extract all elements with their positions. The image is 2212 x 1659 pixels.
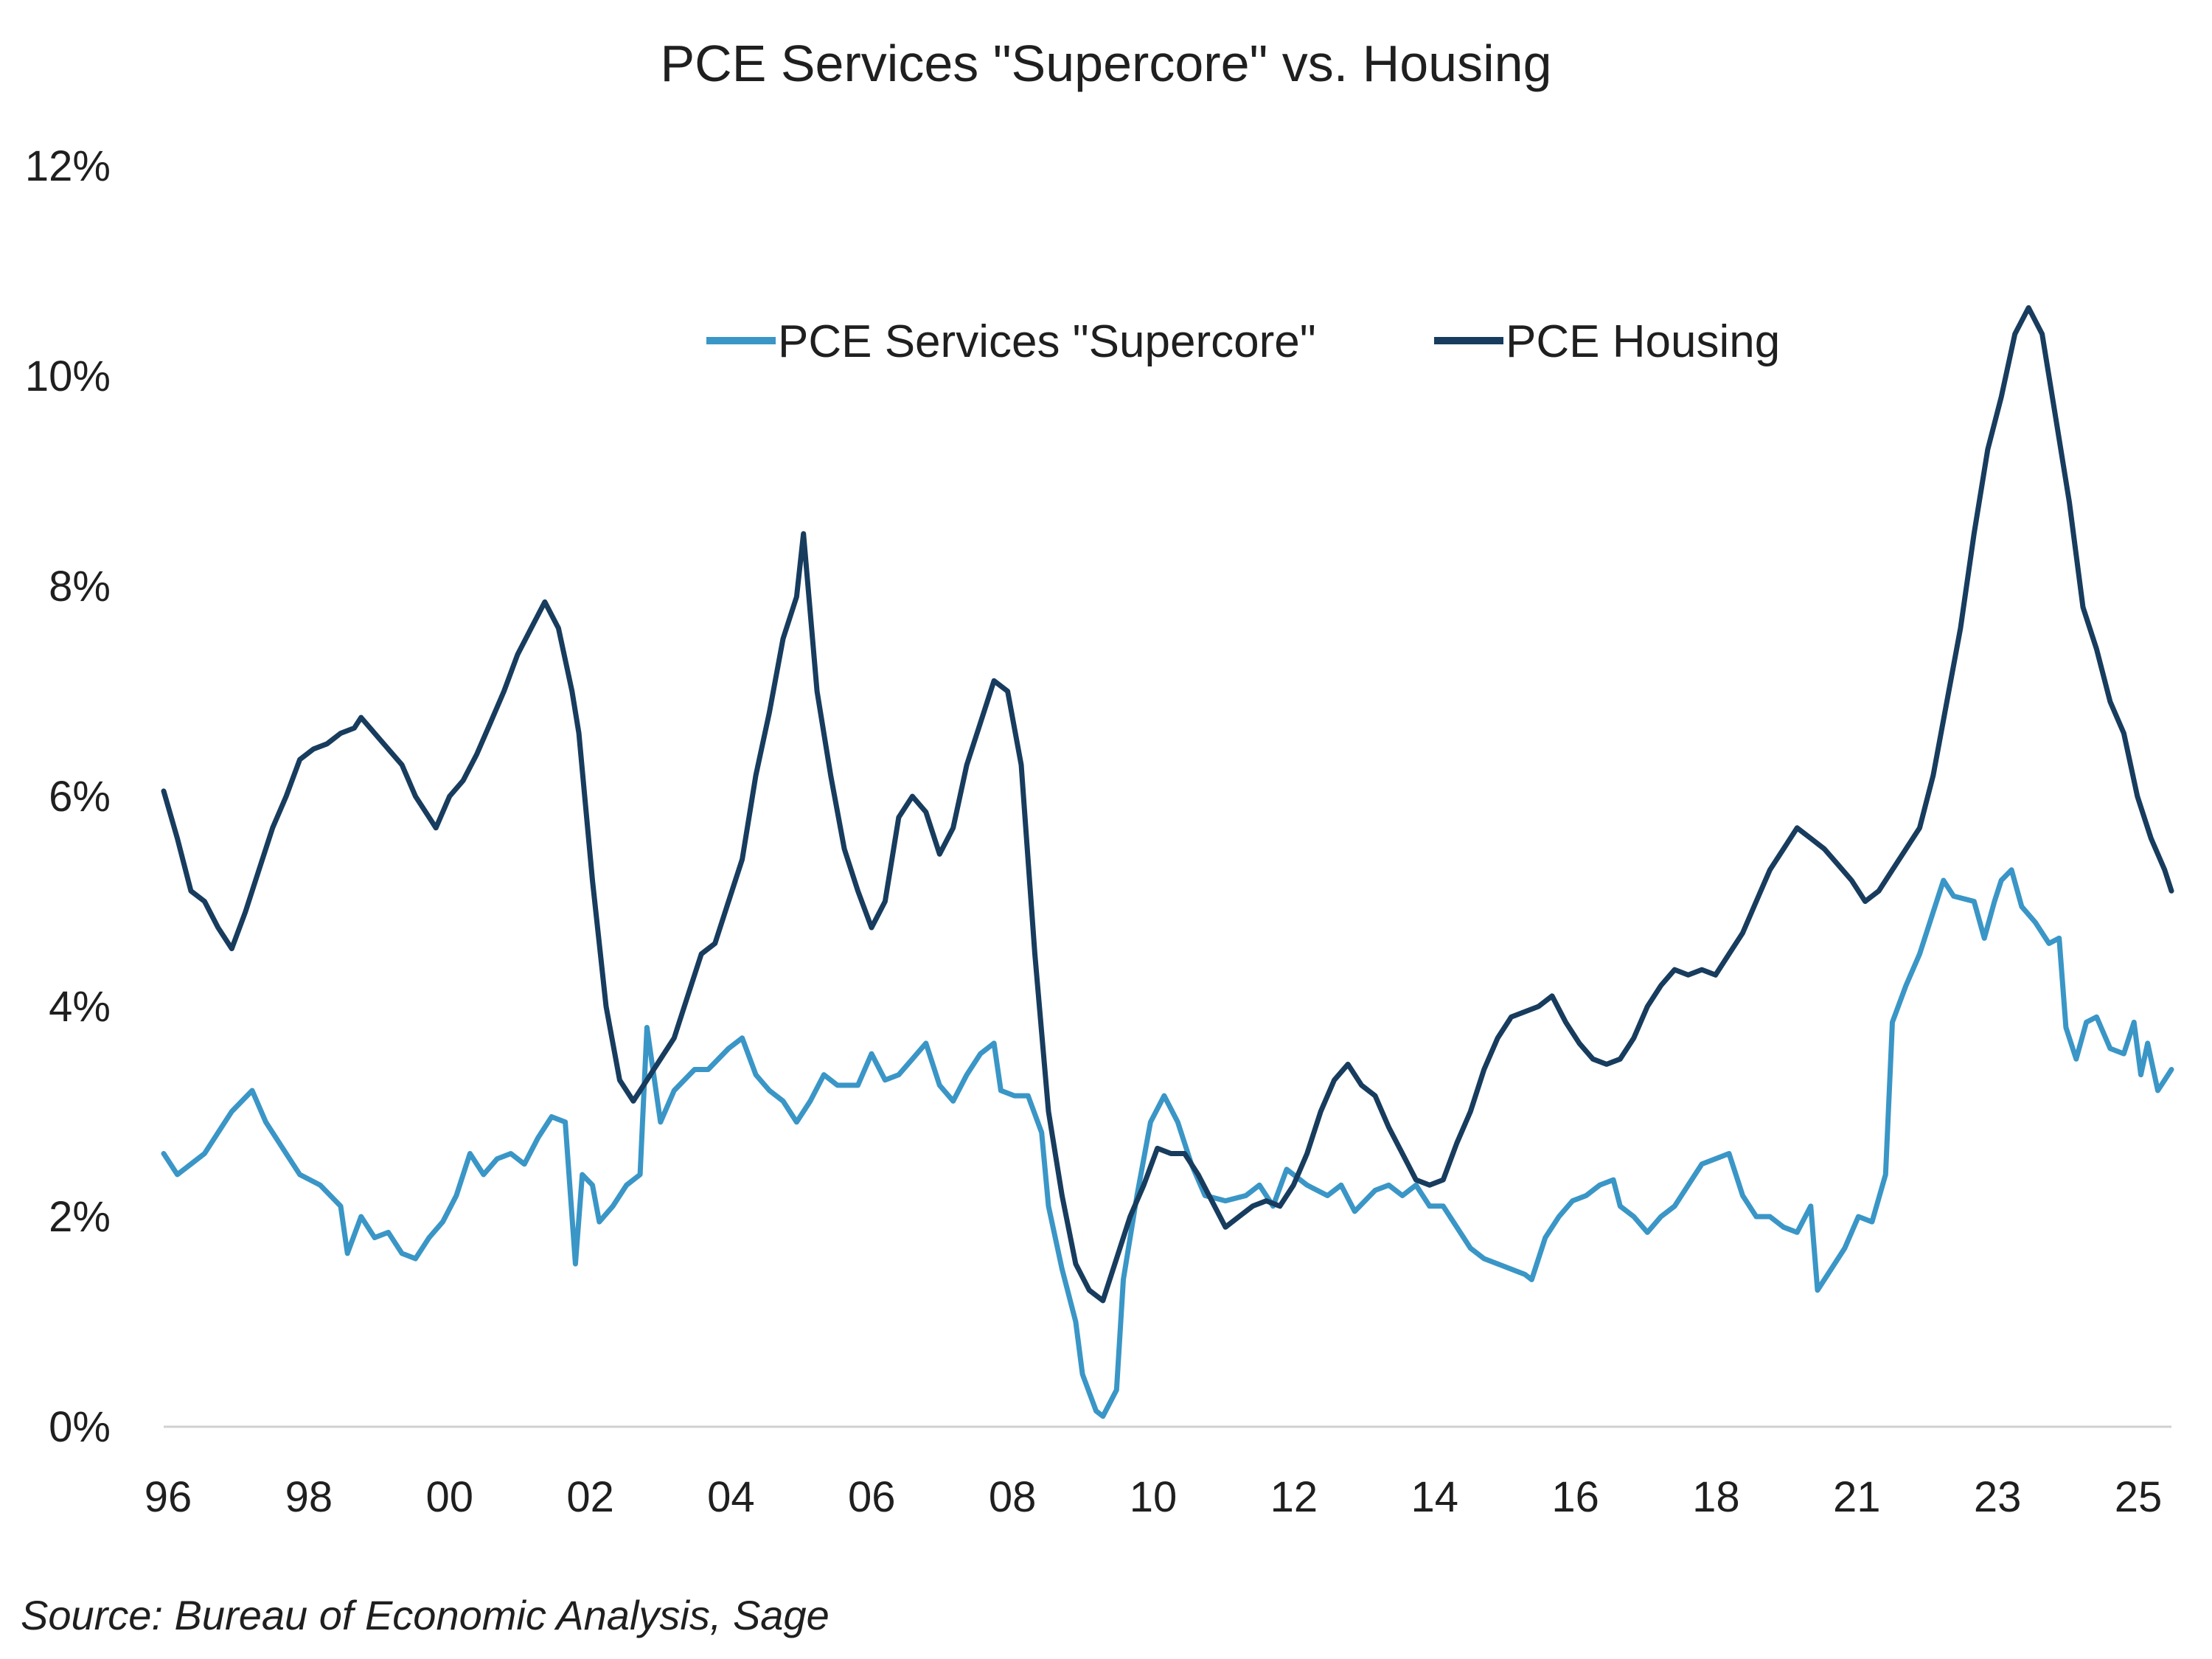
x-tick-label: 14 [1411, 1473, 1458, 1521]
source-note: Source: Bureau of Economic Analysis, Sag… [21, 1592, 830, 1638]
x-tick-label: 18 [1692, 1473, 1740, 1521]
x-tick-label: 02 [566, 1473, 614, 1521]
legend-label-housing: PCE Housing [1506, 316, 1780, 367]
y-axis-ticks: 0% 2% 4% 6% 8% 10% 12% [25, 142, 111, 1451]
x-tick-label: 12 [1270, 1473, 1318, 1521]
y-tick-label: 0% [49, 1403, 111, 1451]
x-tick-label: 96 [145, 1473, 192, 1521]
x-tick-label: 10 [1130, 1473, 1178, 1521]
x-tick-label: 25 [2115, 1473, 2163, 1521]
x-axis-ticks: 96 98 00 02 04 06 08 10 12 14 16 18 21 23 25 [145, 1473, 2163, 1521]
x-tick-label: 06 [848, 1473, 896, 1521]
y-tick-label: 12% [25, 142, 111, 190]
x-tick-label: 21 [1833, 1473, 1881, 1521]
chart-title: PCE Services "Supercore" vs. Housing [660, 35, 1551, 92]
x-tick-label: 04 [707, 1473, 755, 1521]
x-tick-label: 98 [285, 1473, 333, 1521]
x-tick-label: 08 [989, 1473, 1037, 1521]
y-tick-label: 8% [49, 563, 111, 611]
series-line-supercore [161, 867, 2174, 1419]
y-tick-label: 6% [49, 773, 111, 821]
x-tick-label: 16 [1551, 1473, 1599, 1521]
y-tick-label: 10% [25, 352, 111, 400]
x-tick-label: 23 [1974, 1473, 2022, 1521]
x-tick-label: 00 [425, 1473, 473, 1521]
series-lines [161, 305, 2174, 1419]
y-tick-label: 4% [49, 983, 111, 1031]
legend: PCE Services "Supercore" PCE Housing [706, 316, 1780, 367]
legend-label-supercore: PCE Services "Supercore" [778, 316, 1316, 367]
series-line-housing [161, 305, 2174, 1304]
y-tick-label: 2% [49, 1193, 111, 1241]
